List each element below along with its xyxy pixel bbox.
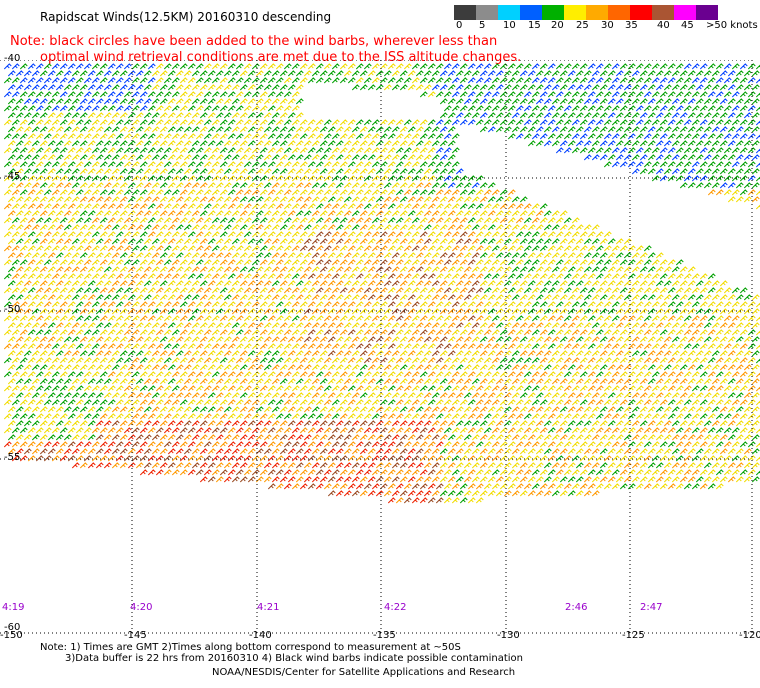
wind-barb-group [23,231,484,504]
latitude-label: -45 [4,171,21,182]
color-swatch [498,5,520,20]
color-swatch [476,5,498,20]
footnote-line-1: Note: 1) Times are GMT 2)Times along bot… [40,642,461,653]
pass-time-label: 2:46 [565,602,588,613]
color-swatch [586,5,608,20]
pass-time-label: 2:47 [640,602,663,613]
latitude-label: -50 [4,304,21,315]
color-swatch [454,5,476,20]
lat-lon-grid [0,60,753,634]
color-swatch [542,5,564,20]
color-swatch [608,5,630,20]
longitude-label: -150 [0,630,23,641]
longitude-label: -145 [124,630,147,641]
wind-barb-group [3,182,760,504]
color-scale-label: 25 [576,20,589,31]
contamination-note-line-2: optimal wind retrieval conditions are me… [40,50,522,65]
color-scale-label: 45 [681,20,694,31]
color-swatch [520,5,542,20]
color-scale-label: 15 [528,20,541,31]
color-swatch [674,5,696,20]
color-scale-label: 5 [479,20,486,31]
wind-barb-group [3,63,760,189]
credit-line: NOAA/NESDIS/Center for Satellite Applica… [212,667,516,678]
wind-barb-group [3,63,760,504]
color-scale-label: 35 [625,20,638,31]
pass-time-label: 4:21 [257,602,280,613]
color-scale-label: 40 [657,20,670,31]
wind-speed-color-scale [454,5,718,20]
color-scale-label: 30 [601,20,614,31]
latitude-label: -40 [4,53,21,64]
wind-barb-field [3,63,760,504]
wind-barb-group [3,420,444,504]
latitude-label: -55 [4,452,21,463]
latitude-label: -60 [4,622,21,633]
wind-barb-group [3,63,760,504]
longitude-label: -140 [249,630,272,641]
map-title: Rapidscat Winds(12.5KM) 20160310 descend… [40,10,332,24]
contamination-note-line-1: Note: black circles have been added to t… [10,34,498,49]
color-swatch [630,5,652,20]
longitude-label: -130 [497,630,520,641]
pass-time-label: 4:19 [2,602,25,613]
color-scale-label: 0 [456,20,463,31]
color-scale-label: 20 [551,20,564,31]
footnote-line-2: 3)Data buffer is 22 hrs from 20160310 4)… [65,653,523,664]
pass-time-label: 4:22 [384,602,407,613]
pass-time-label: 4:20 [130,602,153,613]
color-swatch [564,5,586,20]
color-scale-label: 10 [503,20,516,31]
longitude-label: -120 [739,630,760,641]
color-swatch [652,5,674,20]
color-swatch [696,5,718,20]
longitude-label: -125 [622,630,645,641]
longitude-label: -135 [373,630,396,641]
wind-barb-map [0,60,760,634]
color-scale-label: >50 knots [706,20,758,31]
